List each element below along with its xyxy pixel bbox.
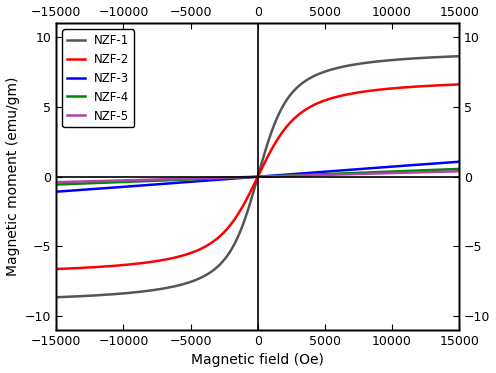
- NZF-4: [207, 176, 213, 181]
- NZF-4: [456, 167, 462, 171]
- NZF-1: [126, 291, 132, 295]
- NZF-5: [456, 169, 462, 173]
- NZF-1: [456, 54, 462, 59]
- NZF-2: [295, 113, 301, 117]
- NZF-5: [126, 178, 132, 182]
- NZF-4: [315, 172, 321, 176]
- NZF-2: [126, 262, 132, 267]
- NZF-2: [54, 267, 60, 271]
- NZF-1: [207, 270, 213, 275]
- NZF-3: [384, 165, 390, 169]
- X-axis label: Magnetic field (Oe): Magnetic field (Oe): [191, 354, 324, 367]
- Line: NZF-5: NZF-5: [57, 171, 459, 182]
- NZF-2: [456, 82, 462, 87]
- NZF-2: [315, 101, 321, 105]
- NZF-1: [315, 72, 321, 76]
- Line: NZF-1: NZF-1: [57, 56, 459, 297]
- NZF-4: [384, 169, 390, 174]
- NZF-1: [54, 295, 60, 300]
- NZF-3: [456, 160, 462, 164]
- NZF-5: [54, 180, 60, 184]
- NZF-1: [384, 58, 390, 63]
- NZF-3: [295, 172, 301, 176]
- NZF-3: [54, 189, 60, 194]
- NZF-4: [54, 182, 60, 187]
- NZF-4: [126, 179, 132, 184]
- NZF-3: [207, 178, 213, 182]
- NZF-4: [295, 173, 301, 178]
- Line: NZF-4: NZF-4: [57, 169, 459, 185]
- NZF-5: [384, 171, 390, 175]
- NZF-5: [295, 173, 301, 178]
- Y-axis label: Magnetic moment (emu/gm): Magnetic moment (emu/gm): [5, 77, 19, 276]
- NZF-2: [207, 241, 213, 246]
- NZF-2: [384, 87, 390, 91]
- Legend: NZF-1, NZF-2, NZF-3, NZF-4, NZF-5: NZF-1, NZF-2, NZF-3, NZF-4, NZF-5: [62, 29, 134, 127]
- Line: NZF-2: NZF-2: [57, 84, 459, 269]
- NZF-3: [354, 167, 360, 172]
- NZF-2: [354, 90, 360, 95]
- NZF-1: [295, 85, 301, 89]
- NZF-3: [315, 170, 321, 174]
- NZF-5: [207, 176, 213, 180]
- NZF-4: [354, 170, 360, 175]
- NZF-1: [354, 62, 360, 66]
- Line: NZF-3: NZF-3: [57, 162, 459, 192]
- NZF-5: [315, 173, 321, 177]
- NZF-5: [354, 172, 360, 176]
- NZF-3: [126, 184, 132, 189]
